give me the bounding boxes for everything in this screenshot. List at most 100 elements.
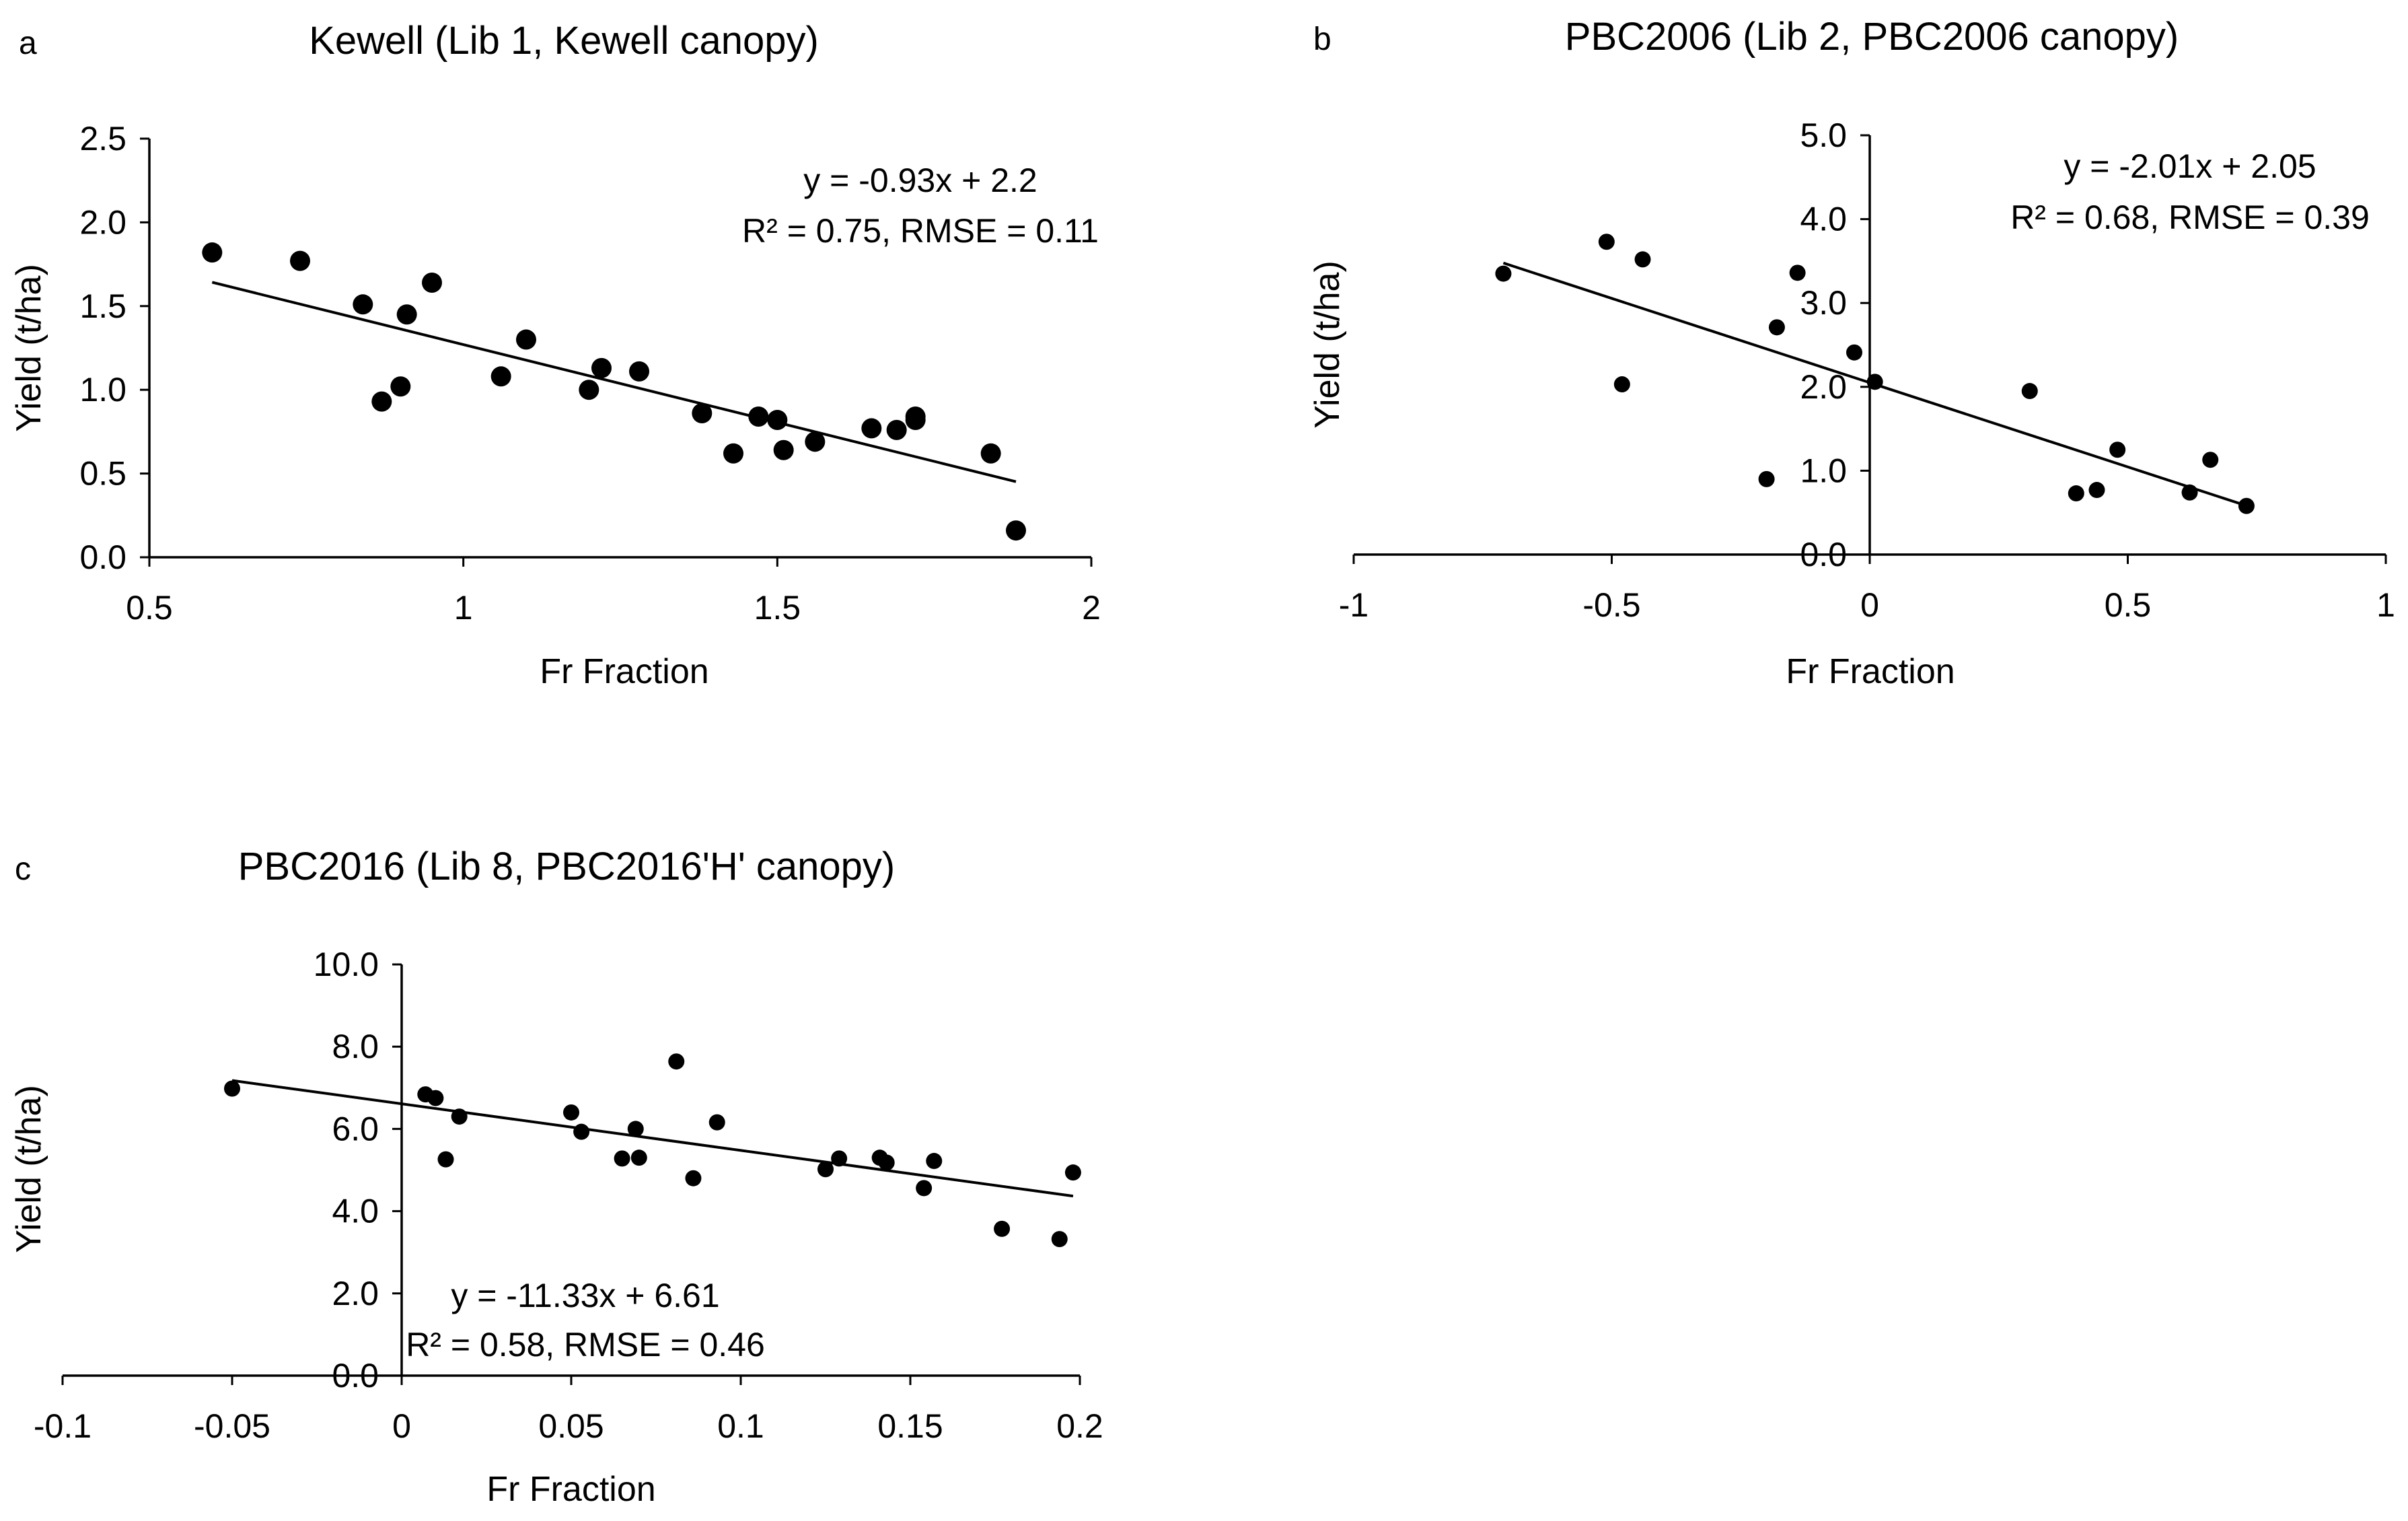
- data-point: [980, 443, 1001, 464]
- data-point: [390, 376, 411, 397]
- y-tick-label: 2.5: [79, 120, 126, 157]
- trend-equation: y = -11.33x + 6.61: [451, 1277, 719, 1314]
- panel-letter: a: [19, 26, 37, 61]
- data-point: [2088, 482, 2105, 499]
- data-point: [1846, 344, 1862, 361]
- data-point: [202, 242, 223, 263]
- data-point: [692, 403, 713, 424]
- data-point: [1051, 1231, 1068, 1248]
- data-point: [627, 1121, 644, 1137]
- data-point: [668, 1053, 685, 1070]
- x-tick-label: 0.1: [717, 1407, 764, 1445]
- data-point: [516, 329, 536, 350]
- data-point: [1064, 1164, 1081, 1181]
- panel-letter: b: [1313, 22, 1331, 57]
- y-tick-label: 1.5: [79, 287, 126, 325]
- data-point: [1495, 265, 1512, 282]
- y-tick-label: 2.0: [332, 1275, 379, 1312]
- x-tick-label: -0.1: [34, 1407, 92, 1445]
- x-tick-label: 0.2: [1056, 1407, 1103, 1445]
- y-tick-label: 8.0: [332, 1028, 379, 1065]
- data-point: [685, 1170, 702, 1187]
- x-tick-label: 0: [392, 1407, 411, 1445]
- data-point: [817, 1161, 834, 1178]
- data-point: [805, 431, 826, 452]
- data-point: [886, 419, 907, 440]
- x-tick-label: -1: [1339, 586, 1369, 624]
- x-tick-label: 1: [2376, 586, 2395, 624]
- data-point: [591, 357, 612, 378]
- data-point: [773, 439, 794, 460]
- x-axis-label: Fr Fraction: [486, 1470, 655, 1509]
- x-tick-label: 0: [1860, 586, 1879, 624]
- data-point: [723, 443, 743, 464]
- data-point: [396, 304, 417, 325]
- x-tick-label: 1: [454, 589, 473, 627]
- y-axis-label: Yield (t/ha): [9, 1085, 48, 1253]
- data-point: [905, 409, 926, 430]
- x-axis-label: Fr Fraction: [540, 652, 708, 691]
- x-tick-label: 0.15: [877, 1407, 943, 1445]
- y-tick-label: 2.0: [79, 203, 126, 241]
- panel-letter: c: [15, 851, 31, 887]
- y-tick-label: 1.0: [1800, 452, 1847, 489]
- data-point: [1789, 264, 1806, 281]
- y-tick-label: 0.0: [332, 1357, 379, 1394]
- data-point: [1613, 376, 1630, 393]
- y-tick-label: 0.0: [79, 538, 126, 576]
- fit-statistics: R² = 0.58, RMSE = 0.46: [406, 1326, 765, 1364]
- data-point: [614, 1150, 630, 1167]
- data-point: [629, 361, 649, 382]
- data-point: [422, 272, 442, 293]
- data-point: [573, 1123, 590, 1140]
- data-point: [1758, 470, 1775, 487]
- chart-panel-a: a Kewell (Lib 1, Kewell canopy) 0.5 1 1.5 2 0.…: [9, 19, 1101, 691]
- chart-title: PBC2006 (Lib 2, PBC2006 canopy): [1565, 15, 2179, 59]
- data-point: [1768, 319, 1785, 336]
- chart-title: Kewell (Lib 1, Kewell canopy): [309, 19, 819, 63]
- y-tick-label: 0.5: [79, 455, 126, 493]
- data-point: [427, 1090, 444, 1106]
- data-point: [1634, 251, 1651, 268]
- data-point: [994, 1220, 1011, 1237]
- y-tick-label: 1.0: [79, 371, 126, 409]
- x-tick-label: 0.5: [126, 589, 173, 627]
- y-tick-label: 3.0: [1800, 284, 1847, 322]
- data-point: [2109, 441, 2126, 458]
- trend-line: [231, 1079, 1074, 1198]
- chart-panel-b: b PBC2006 (Lib 2, PBC2006 canopy)-1 -0.5 0 0…: [1308, 15, 2395, 691]
- data-point: [579, 380, 599, 400]
- data-point: [563, 1104, 579, 1121]
- x-tick-label: -0.5: [1582, 586, 1640, 624]
- y-tick-label: 4.0: [1800, 201, 1847, 238]
- y-tick-label: 4.0: [332, 1193, 379, 1230]
- x-tick-label: -0.05: [194, 1407, 270, 1445]
- y-axis-label: Yield (t/ha): [9, 264, 48, 432]
- data-point: [490, 366, 511, 387]
- data-point: [630, 1149, 647, 1166]
- y-tick-label: 0.0: [1800, 536, 1847, 573]
- data-point: [290, 250, 310, 271]
- data-point: [451, 1108, 468, 1125]
- data-point: [708, 1114, 725, 1131]
- data-point: [2021, 383, 2038, 400]
- data-point: [767, 409, 788, 430]
- y-tick-label: 6.0: [332, 1110, 379, 1147]
- data-point: [2181, 484, 2198, 501]
- x-tick-label: 0.05: [538, 1407, 604, 1445]
- data-point: [1006, 520, 1026, 541]
- data-point: [1598, 234, 1615, 250]
- data-point: [831, 1150, 848, 1167]
- data-point: [861, 418, 882, 439]
- trend-line: [211, 281, 1017, 483]
- data-point: [878, 1154, 895, 1171]
- data-point: [371, 391, 392, 412]
- x-tick-label: 0.5: [2105, 586, 2152, 624]
- data-point: [353, 294, 373, 315]
- y-tick-label: 5.0: [1800, 116, 1847, 154]
- data-point: [926, 1153, 943, 1170]
- x-tick-label: 2: [1082, 589, 1101, 627]
- fit-statistics: R² = 0.68, RMSE = 0.39: [2010, 199, 2370, 236]
- data-point: [2238, 497, 2255, 514]
